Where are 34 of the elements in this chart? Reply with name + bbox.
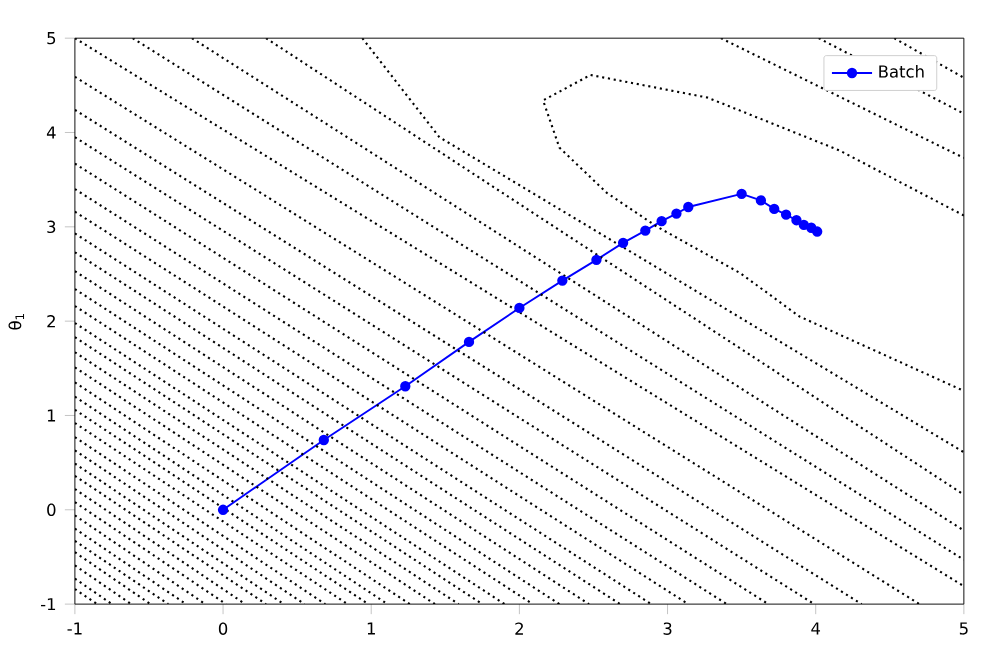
x-tick-label: 0 [218, 622, 228, 635]
point [812, 226, 823, 237]
point [656, 216, 667, 227]
point [318, 434, 329, 446]
y-tick-label: 2 [47, 315, 55, 328]
point [683, 201, 694, 213]
point [671, 208, 682, 219]
x-tick-label: 1 [367, 622, 375, 635]
y-tick-label: 4 [46, 126, 56, 139]
x-tick-label: 2 [515, 622, 523, 635]
y-tick-label: -1 [40, 598, 56, 611]
point [217, 504, 229, 515]
x-tick-label: 4 [811, 622, 821, 635]
point [791, 215, 802, 226]
point [463, 336, 475, 348]
legend-label: Batch [879, 65, 924, 78]
point [755, 195, 767, 206]
point [514, 302, 525, 314]
point [400, 381, 411, 392]
point [780, 209, 792, 220]
y-tick-label: 1 [47, 409, 56, 422]
point [557, 275, 568, 286]
x-tick-label: -1 [67, 622, 82, 635]
point [736, 188, 747, 199]
point [640, 225, 651, 236]
point [769, 203, 780, 215]
x-tick-label: 5 [959, 622, 968, 635]
y-tick-label: 5 [47, 32, 56, 45]
y-tick-label: 3 [47, 220, 56, 234]
x-tick-label: 3 [663, 622, 672, 635]
y-tick-label: 0 [47, 503, 56, 517]
y-axis-title: θ$_{1}$ [8, 314, 25, 330]
point [617, 237, 629, 249]
point [591, 254, 602, 266]
